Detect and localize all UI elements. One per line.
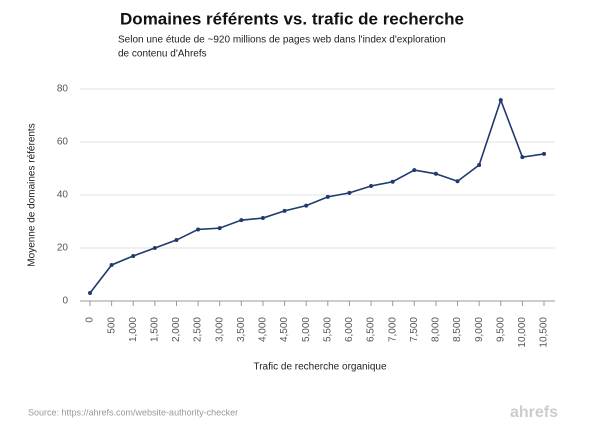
x-tick-label: 5,500 bbox=[322, 317, 333, 342]
point bbox=[412, 168, 417, 173]
point bbox=[260, 216, 265, 221]
x-tick-label: 4,000 bbox=[258, 317, 269, 342]
x-tick-label: 5,000 bbox=[301, 317, 312, 342]
point bbox=[152, 246, 157, 250]
point bbox=[174, 238, 179, 243]
point bbox=[477, 163, 482, 168]
point bbox=[304, 203, 309, 208]
x-tick-label: 2,500 bbox=[193, 317, 204, 342]
x-tick-label: 9,500 bbox=[495, 317, 506, 342]
y-tick-label: 80 bbox=[57, 84, 69, 95]
x-tick-label: 0 bbox=[85, 317, 96, 323]
point bbox=[109, 262, 114, 267]
point bbox=[542, 151, 546, 156]
x-tick-label: 1,500 bbox=[149, 317, 160, 342]
x-tick-label: 10,500 bbox=[539, 317, 550, 348]
x-axis-title: Trafic de recherche organique bbox=[253, 362, 386, 373]
point bbox=[369, 183, 374, 188]
x-tick-label: 10,000 bbox=[517, 317, 528, 348]
line bbox=[89, 97, 545, 294]
point bbox=[196, 227, 201, 232]
x-tick-label: 2,000 bbox=[171, 317, 182, 342]
point bbox=[498, 98, 503, 103]
point bbox=[239, 218, 244, 223]
x-tick-label: 7,500 bbox=[409, 317, 420, 342]
point bbox=[131, 253, 136, 258]
subtitle: de contenu d'Ahrefs bbox=[118, 49, 207, 60]
point bbox=[455, 179, 460, 184]
x-tick-label: 6,500 bbox=[366, 317, 377, 342]
logo: ahrefs bbox=[510, 404, 558, 421]
point bbox=[520, 155, 525, 160]
x-tick-label: 500 bbox=[106, 317, 117, 334]
subtitle: Selon une étude de ~920 millions de page… bbox=[118, 35, 446, 46]
point bbox=[325, 194, 330, 199]
y-tick-label: 40 bbox=[57, 190, 69, 201]
y-axis-title: Moyenne de domaines référents bbox=[27, 123, 38, 266]
y-tick-label: 0 bbox=[62, 296, 68, 307]
point bbox=[282, 208, 287, 213]
x-tick-label: 8,000 bbox=[431, 317, 442, 342]
y-tick-label: 20 bbox=[57, 243, 69, 254]
x-tick-label: 7,000 bbox=[387, 317, 398, 342]
point bbox=[88, 291, 92, 296]
x-tick-label: 9,000 bbox=[474, 317, 485, 342]
point bbox=[217, 226, 222, 231]
x-tick-label: 3,000 bbox=[214, 317, 225, 342]
x-tick-label: 6,000 bbox=[344, 317, 355, 342]
chart-title: Domaines référents vs. trafic de recherc… bbox=[120, 9, 464, 28]
point bbox=[347, 190, 352, 195]
x-tick-label: 1,000 bbox=[128, 317, 139, 342]
point bbox=[433, 171, 438, 176]
y-tick-label: 60 bbox=[57, 137, 69, 148]
source: Source: https://ahrefs.com/website-autho… bbox=[28, 407, 238, 417]
x-tick-label: 3,500 bbox=[236, 317, 247, 342]
point bbox=[390, 179, 395, 184]
x-tick-label: 8,500 bbox=[452, 317, 463, 342]
x-tick-label: 4,500 bbox=[279, 317, 290, 342]
